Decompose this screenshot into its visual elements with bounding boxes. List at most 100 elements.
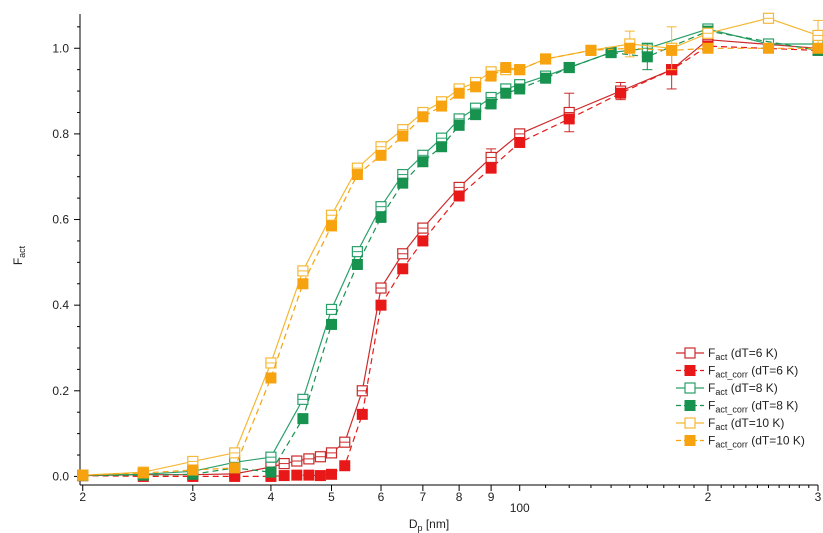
- legend-marker: [684, 365, 696, 376]
- legend-item-fact-corr-8k: Fact_corr (dT=8 K): [676, 399, 798, 415]
- series-line: [82, 17, 819, 476]
- series-line: [82, 28, 818, 476]
- data-point: [624, 42, 636, 54]
- legend-marker: [684, 400, 696, 411]
- x-tick-label: 2: [79, 490, 86, 504]
- x-axis-title: Dp [nm]: [409, 517, 449, 533]
- x-tick-label: 6: [378, 490, 385, 504]
- data-point: [278, 470, 290, 482]
- data-point: [326, 220, 338, 232]
- data-point: [514, 64, 526, 76]
- data-point: [500, 87, 512, 99]
- data-point: [615, 87, 627, 99]
- data-point: [137, 467, 149, 479]
- plot-area: [79, 14, 818, 486]
- data-point: [397, 130, 409, 142]
- data-point: [356, 408, 368, 420]
- data-point: [470, 109, 482, 121]
- data-point: [812, 42, 823, 54]
- data-point: [666, 44, 678, 56]
- data-point: [326, 318, 338, 330]
- legend-marker: [684, 347, 696, 359]
- data-point: [514, 83, 526, 95]
- series-line: [82, 47, 818, 476]
- axis-ticks: 2 3 4 5 6 7 8 9 100 2 3 0.0 0.2 0.4 0.6 0.8 1.0: [52, 26, 822, 515]
- data-point: [702, 42, 714, 54]
- data-point: [453, 190, 465, 202]
- legend-item-fact-corr-6k: Fact_corr (dT=6 K): [676, 364, 798, 380]
- y-tick-label: 0.0: [52, 469, 69, 483]
- y-tick-label: 0.8: [52, 127, 69, 141]
- data-point: [485, 98, 497, 110]
- data-point: [762, 42, 774, 54]
- data-point: [500, 62, 512, 74]
- series-layer: [77, 12, 823, 482]
- data-point: [351, 169, 363, 181]
- legend-label: Fact (dT=6 K): [708, 346, 778, 362]
- data-point: [397, 263, 409, 275]
- data-point: [540, 72, 552, 84]
- legend-item-fact-6k: Fact (dT=6 K): [676, 346, 778, 362]
- x-tick-label: 9: [488, 490, 495, 504]
- data-point: [453, 119, 465, 131]
- legend-item-fact-10k: Fact (dT=10 K): [676, 416, 784, 432]
- data-point: [187, 464, 199, 476]
- data-point: [291, 469, 303, 481]
- x-tick-label: 3: [189, 490, 196, 504]
- data-point: [265, 372, 277, 384]
- data-point: [265, 466, 277, 478]
- y-tick-label: 0.6: [52, 213, 69, 227]
- legend-label: Fact_corr (dT=6 K): [708, 364, 798, 380]
- x-tick-label: 100: [510, 501, 530, 515]
- legend-label: Fact_corr (dT=8 K): [708, 399, 798, 415]
- data-point: [485, 70, 497, 82]
- x-tick-label: 4: [268, 490, 275, 504]
- y-tick-label: 0.4: [52, 298, 69, 312]
- data-point: [417, 156, 429, 168]
- data-point: [77, 469, 89, 481]
- series-fact-corr-10k: [77, 42, 823, 481]
- x-tick-label: 2: [705, 490, 712, 504]
- data-point: [397, 177, 409, 189]
- data-point: [339, 460, 351, 472]
- data-point: [417, 235, 429, 247]
- data-point: [314, 470, 326, 482]
- y-tick-label: 1.0: [52, 41, 69, 55]
- data-point: [375, 299, 387, 311]
- data-point: [436, 100, 448, 112]
- legend-label: Fact_corr (dT=10 K): [708, 434, 805, 450]
- legend-label: Fact (dT=10 K): [708, 416, 784, 432]
- data-point: [540, 53, 552, 65]
- data-point: [297, 413, 309, 425]
- data-point: [417, 111, 429, 123]
- data-point: [563, 62, 575, 74]
- axis-titles: Dp [nm] Fact: [11, 245, 449, 533]
- series-fact-6k: [77, 30, 823, 482]
- data-point: [585, 44, 597, 56]
- data-point: [326, 468, 338, 480]
- data-point: [563, 113, 575, 125]
- legend-marker: [684, 417, 696, 429]
- x-tick-label: 8: [456, 490, 463, 504]
- y-axis-title: Fact: [11, 245, 27, 265]
- data-point: [641, 51, 653, 63]
- data-point: [514, 136, 526, 148]
- legend-marker: [684, 435, 696, 446]
- data-point: [485, 162, 497, 174]
- legend-marker: [684, 382, 696, 394]
- data-point: [375, 149, 387, 161]
- data-point: [453, 87, 465, 99]
- data-point: [375, 211, 387, 223]
- legend-item-fact-corr-10k: Fact_corr (dT=10 K): [676, 434, 805, 450]
- data-point: [303, 469, 315, 481]
- legend: Fact (dT=6 K)Fact_corr (dT=6 K)Fact (dT=…: [676, 346, 805, 450]
- data-point: [436, 141, 448, 153]
- data-point: [229, 462, 241, 474]
- x-tick-label: 3: [815, 490, 822, 504]
- legend-item-fact-8k: Fact (dT=8 K): [676, 381, 778, 397]
- x-tick-label: 5: [328, 490, 335, 504]
- y-tick-label: 0.2: [52, 384, 69, 398]
- legend-label: Fact (dT=8 K): [708, 381, 778, 397]
- data-point: [297, 278, 309, 290]
